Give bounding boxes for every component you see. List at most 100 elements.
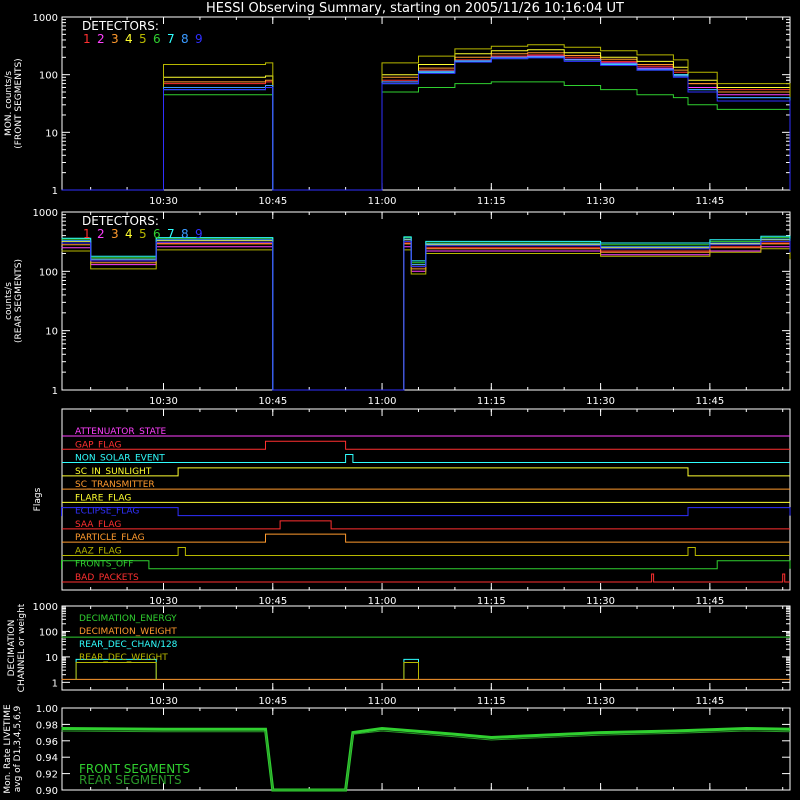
x-tick-label: 11:45 [695,196,724,207]
flag-line-non-solar-event [62,454,790,464]
x-tick-label: 10:30 [149,196,178,207]
flag-label: GAP_FLAG [75,440,121,450]
flag-label: NON_SOLAR_EVENT [75,454,165,464]
legend-entry-1: 1 [83,227,91,241]
y-tick-label: 1.00 [36,704,58,715]
x-tick-label: 10:30 [149,696,178,707]
flag-label: SAA_FLAG [75,520,121,530]
legend-title: DETECTORS: [82,19,159,33]
decimation-line-rear-dec-weight [75,662,419,680]
series-line-detector-5 [61,248,791,391]
legend-entry-9: 9 [195,227,203,241]
x-tick-label: 11:15 [477,696,506,707]
flag-label: FLARE_FLAG [75,493,131,503]
legend-entry-8: 8 [181,227,189,241]
flag-line-gap-flag [62,440,790,450]
flag-line-saa-flag [62,520,790,530]
decimation-line-rear-dec-chan-128 [75,658,419,680]
y-tick-label: 0.94 [36,753,58,764]
livetime-line-rear [61,730,791,791]
x-tick-label: 10:30 [149,396,178,407]
x-tick-label: 11:00 [368,196,397,207]
flag-line-aaz-flag [62,546,790,556]
x-tick-label: 10:45 [258,196,287,207]
flag-label: ATTENUATOR_STATE [75,427,167,437]
y-tick-label: 1 [52,186,58,197]
y-tick-label: 0.92 [36,770,58,781]
series-line-detector-9 [61,240,791,391]
y-axis-label: Mon. Rate LIVETIME [3,704,13,794]
x-tick-label: 11:30 [586,196,615,207]
flag-line-particle-flag [62,533,790,543]
panel-frame [61,211,791,391]
y-axis-label: (REAR SEGMENTS) [14,259,24,343]
y-tick-label: 0.90 [36,786,58,797]
panel-flags: 10:30 10:45 11:00 11:15 11:30 11:45 Flags ATTEN… [33,408,791,607]
x-tick-label: 11:15 [477,396,506,407]
x-tick-label: 11:45 [695,396,724,407]
flag-line-sc-in-sunlight [62,467,790,477]
flag-label: SC_TRANSMITTER [75,480,155,490]
y-tick-label: 0.98 [36,720,58,731]
y-axis-label: CHANNEL or weight [17,603,27,692]
flag-label: ECLIPSE_FLAG [75,507,139,517]
chart-title: HESSI Observing Summary, starting on 200… [206,1,624,16]
legend-entry: REAR_DEC_CHAN/128 [79,640,178,650]
legend-entry: DECIMATION_WEIGHT [79,627,177,637]
x-tick-label: 11:00 [368,396,397,407]
legend-entry-5: 5 [139,32,147,46]
panel-frame [61,707,791,791]
x-tick-label: 10:45 [258,396,287,407]
legend-entry-7: 7 [167,32,175,46]
panel-rear: 10:30 10:45 11:00 11:15 11:30 11:45 counts/s (R… [4,208,791,407]
series-line-detector-4 [61,49,791,191]
legend-entry: DECIMATION_ENERGY [79,614,177,624]
flag-label: PARTICLE_FLAG [75,533,145,543]
y-tick-label: 10 [45,128,58,139]
y-tick-label: 1000 [33,13,58,24]
flag-label: BAD_PACKETS [75,573,139,583]
legend-entry-3: 3 [111,227,119,241]
y-axis-label: MON. counts/s [4,71,14,136]
x-tick-label: 11:00 [368,596,397,607]
legend-entry: REAR_DEC_WEIGHT [79,653,168,663]
y-tick-label: 1000 [33,208,58,219]
legend-entry-4: 4 [125,227,133,241]
flag-line-bad-packets [62,573,790,583]
series-line-detector-9 [61,57,791,191]
x-tick-label: 10:45 [258,696,287,707]
x-tick-label: 11:15 [477,596,506,607]
y-tick-label: 100 [39,71,58,82]
panel-front: 10:30 10:45 11:00 11:15 11:30 11:45 MON. count… [4,13,791,207]
series-line-detector-5 [61,44,791,191]
y-axis-label: Flags [33,487,43,511]
y-tick-label: 100 [39,267,58,278]
legend-entry-4: 4 [125,32,133,46]
x-tick-label: 11:00 [368,696,397,707]
legend-entry-3: 3 [111,32,119,46]
legend-entry-9: 9 [195,32,203,46]
flag-line-fronts-off [61,560,791,570]
x-tick-label: 11:45 [695,696,724,707]
legend-entry-5: 5 [139,227,147,241]
legend-entry-6: 6 [153,32,161,46]
legend-entry-1: 1 [83,32,91,46]
y-tick-label: 1 [52,386,58,397]
flag-line-eclipse-flag [61,507,791,517]
y-tick-label: 0.96 [36,737,58,748]
legend-entry-2: 2 [97,32,105,46]
x-tick-label: 11:30 [586,696,615,707]
series-line-detector-8 [61,56,791,191]
y-axis-label: (FRONT SEGMENTS) [14,58,24,148]
flag-label: AAZ_FLAG [75,546,122,556]
y-tick-label: 100 [39,627,58,638]
x-tick-label: 11:30 [586,596,615,607]
panel-frame [61,605,791,691]
y-tick-label: 10 [45,327,58,338]
legend-entry-7: 7 [167,227,175,241]
y-axis-label: counts/s [4,282,14,320]
panel-frame [61,408,791,591]
legend-title: DETECTORS: [82,214,159,228]
legend-entry: REAR SEGMENTS [79,773,182,787]
